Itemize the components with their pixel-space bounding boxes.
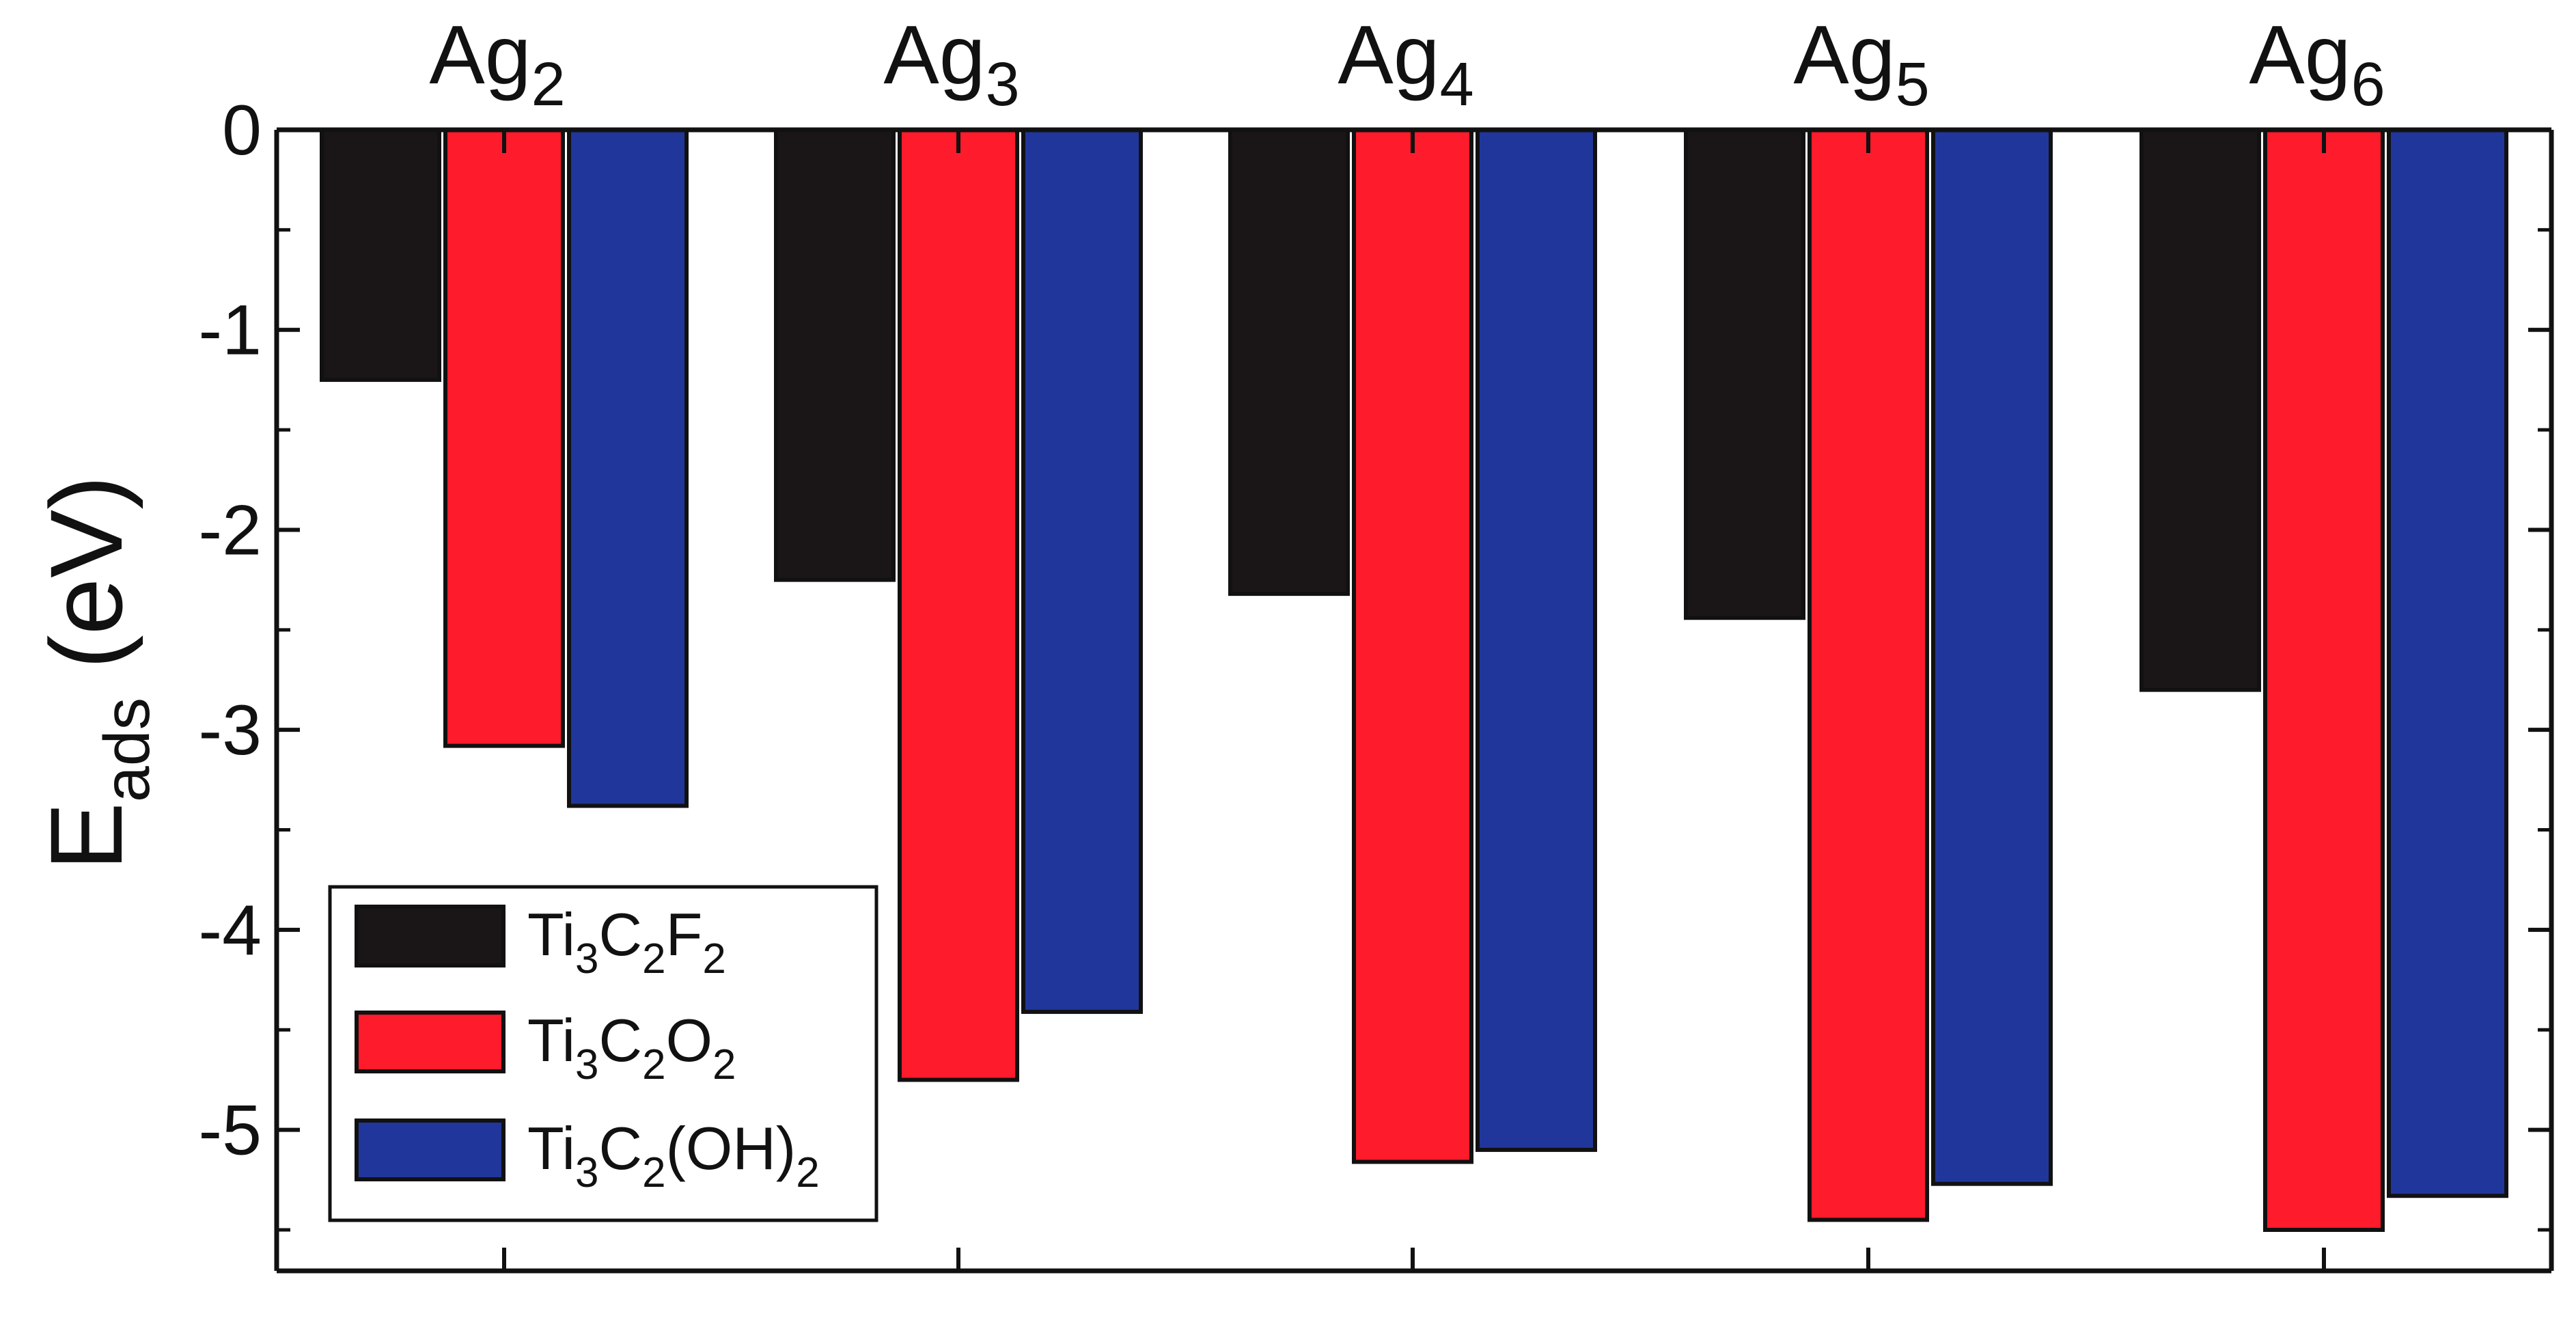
legend-swatch	[355, 905, 505, 967]
bar-ti3c2o2-ag5	[1808, 128, 1929, 1222]
category-label: Ag4	[1338, 8, 1473, 119]
bars-layer	[320, 128, 2508, 1232]
y-tick-label: 0	[222, 91, 262, 170]
bar-ti3c2-oh-2-ag3	[1021, 128, 1143, 1014]
legend-swatch	[355, 1011, 505, 1073]
y-tick-label: -5	[199, 1091, 262, 1170]
bar-ti3c2f2-ag6	[2139, 128, 2261, 692]
y-axis-label: Eads (eV)	[29, 476, 163, 870]
legend-label: Ti3C2F2	[527, 901, 726, 983]
bar-ti3c2f2-ag2	[320, 128, 441, 382]
bar-ti3c2f2-ag3	[774, 128, 896, 582]
y-tick-label: -4	[199, 891, 262, 970]
y-tick-label: -1	[199, 291, 262, 370]
bar-ti3c2o2-ag3	[898, 128, 1019, 1082]
legend-swatch	[355, 1118, 505, 1181]
bar-ti3c2-oh-2-ag5	[1931, 128, 2053, 1186]
bar-ti3c2o2-ag6	[2263, 128, 2385, 1232]
y-tick-label: -3	[199, 691, 262, 770]
category-label: Ag3	[883, 8, 1019, 119]
y-tick-label: -2	[199, 491, 262, 570]
category-label: Ag2	[429, 8, 565, 119]
bar-ti3c2o2-ag4	[1352, 128, 1473, 1164]
bar-ti3c2-oh-2-ag2	[567, 128, 689, 808]
bar-ti3c2f2-ag4	[1228, 128, 1350, 596]
legend-label: Ti3C2(OH)2	[527, 1114, 820, 1196]
labels-layer: 0 -1 -2 -3 -4 -5 Ag2 Ag3 Ag4 Ag5 Ag6 Eads (eV)	[29, 8, 2385, 1170]
bar-ti3c2-oh-2-ag4	[1476, 128, 1597, 1152]
legend-label: Ti3C2O2	[527, 1006, 736, 1088]
axes-layer	[274, 127, 2554, 1274]
category-label: Ag5	[1793, 8, 1929, 119]
legend: Ti3C2F2 Ti3C2O2 Ti3C2(OH)2	[328, 885, 878, 1222]
bar-ti3c2-oh-2-ag6	[2387, 128, 2508, 1198]
bar-ti3c2f2-ag5	[1684, 128, 1805, 620]
bar-ti3c2o2-ag2	[443, 128, 565, 748]
category-label: Ag6	[2249, 8, 2385, 119]
